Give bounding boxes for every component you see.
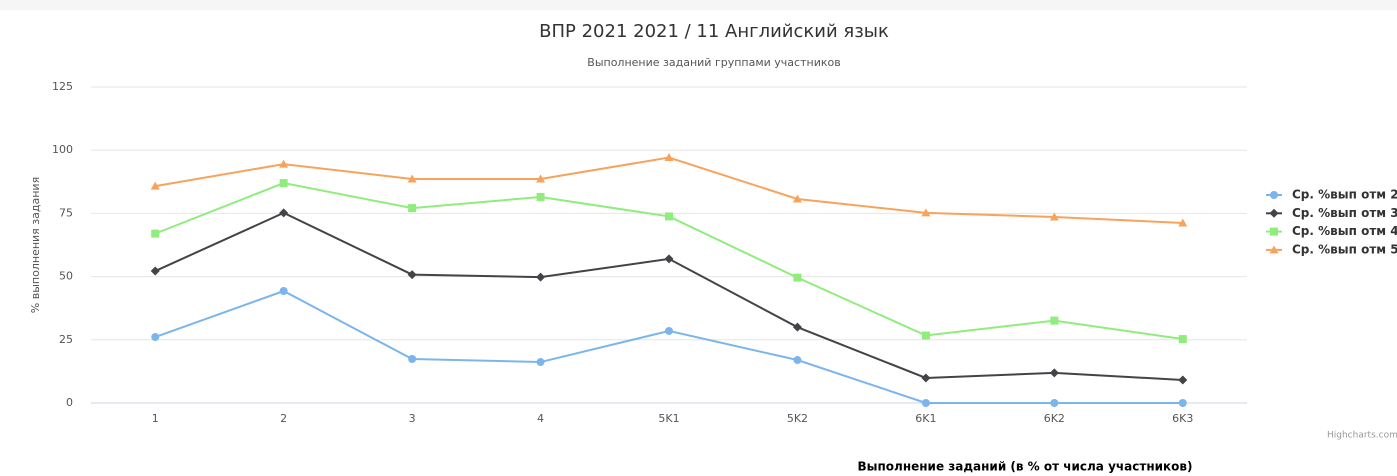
data-point (407, 270, 417, 280)
data-point (408, 204, 417, 213)
data-point (536, 272, 546, 282)
data-point (279, 179, 288, 188)
x-tick-label: 6K3 (1172, 412, 1193, 425)
y-tick-label: 75 (59, 206, 73, 219)
data-point (151, 333, 160, 342)
data-point (793, 356, 802, 365)
data-point (921, 331, 930, 340)
y-tick-label: 25 (59, 333, 73, 346)
x-tick-label: 5K2 (787, 412, 808, 425)
data-point (921, 399, 930, 407)
data-point (279, 287, 288, 296)
y-tick-label: 100 (52, 143, 73, 156)
data-point (665, 326, 673, 335)
legend-label: Ср. %вып отм 4 (1292, 224, 1397, 238)
data-point (792, 322, 802, 332)
data-point (1178, 218, 1188, 227)
x-tick-label: 6K2 (1044, 412, 1065, 425)
legend-marker (1270, 191, 1278, 199)
data-point (1050, 316, 1059, 325)
legend-marker (1269, 245, 1279, 254)
x-tick-label: 1 (152, 412, 159, 425)
data-point (1178, 375, 1188, 385)
data-point (536, 174, 546, 183)
data-point (793, 273, 802, 282)
legend-label: Ср. %вып отм 3 (1292, 206, 1397, 220)
data-point (1178, 399, 1187, 407)
legend-marker (1269, 208, 1279, 218)
data-point (664, 254, 674, 264)
x-tick-label: 2 (280, 412, 287, 425)
data-point (921, 208, 931, 217)
credits: Highcharts.com (1327, 431, 1397, 441)
data-point (1178, 335, 1187, 344)
data-point (407, 174, 417, 183)
x-tick-label: 6K1 (915, 412, 936, 425)
data-point (151, 229, 160, 238)
data-point (664, 153, 674, 162)
legend-label: Ср. %вып отм 5 (1292, 242, 1397, 256)
y-tick-label: 50 (59, 270, 73, 283)
caption: Выполнение заданий (в % от числа участни… (858, 460, 1193, 474)
x-tick-label: 3 (409, 412, 416, 425)
x-tick-label: 5K1 (658, 412, 679, 425)
y-axis-title: % выполнения задания (29, 177, 42, 313)
data-point (150, 266, 160, 276)
chart-subtitle: Выполнение заданий группами участников (587, 56, 840, 69)
data-point (536, 192, 545, 201)
data-point (279, 159, 289, 168)
data-point (1050, 399, 1059, 407)
data-point (536, 358, 545, 367)
data-point (1049, 368, 1059, 378)
data-point (792, 194, 802, 203)
data-point (150, 181, 160, 190)
legend-marker (1270, 227, 1278, 236)
chart-title: ВПР 2021 2021 / 11 Английский язык (539, 21, 889, 42)
y-tick-label: 0 (66, 396, 73, 409)
data-point (279, 208, 289, 218)
data-point (1049, 212, 1059, 221)
series-line (154, 289, 1183, 404)
top-strip (0, 0, 1397, 10)
legend-label: Ср. %вып отм 2 (1292, 188, 1397, 202)
y-tick-label: 125 (52, 80, 73, 93)
series-line (154, 211, 1183, 381)
data-point (408, 355, 417, 364)
x-tick-label: 4 (537, 412, 544, 425)
data-point (665, 212, 673, 221)
data-point (921, 373, 931, 383)
